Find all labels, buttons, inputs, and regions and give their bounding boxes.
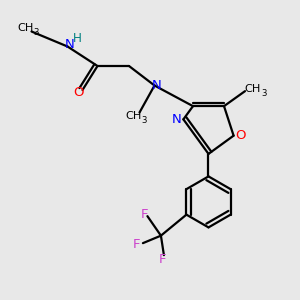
Text: F: F bbox=[141, 208, 148, 221]
Text: 3: 3 bbox=[142, 116, 147, 125]
Text: N: N bbox=[65, 38, 75, 52]
Text: CH: CH bbox=[125, 111, 142, 121]
Text: O: O bbox=[73, 86, 83, 99]
Text: O: O bbox=[235, 129, 245, 142]
Text: F: F bbox=[159, 253, 166, 266]
Text: CH: CH bbox=[17, 22, 34, 33]
Text: N: N bbox=[172, 113, 182, 126]
Text: N: N bbox=[152, 79, 162, 92]
Text: F: F bbox=[133, 238, 141, 251]
Text: 3: 3 bbox=[34, 28, 39, 37]
Text: H: H bbox=[73, 32, 82, 46]
Text: 3: 3 bbox=[262, 89, 267, 98]
Text: CH: CH bbox=[244, 84, 261, 94]
